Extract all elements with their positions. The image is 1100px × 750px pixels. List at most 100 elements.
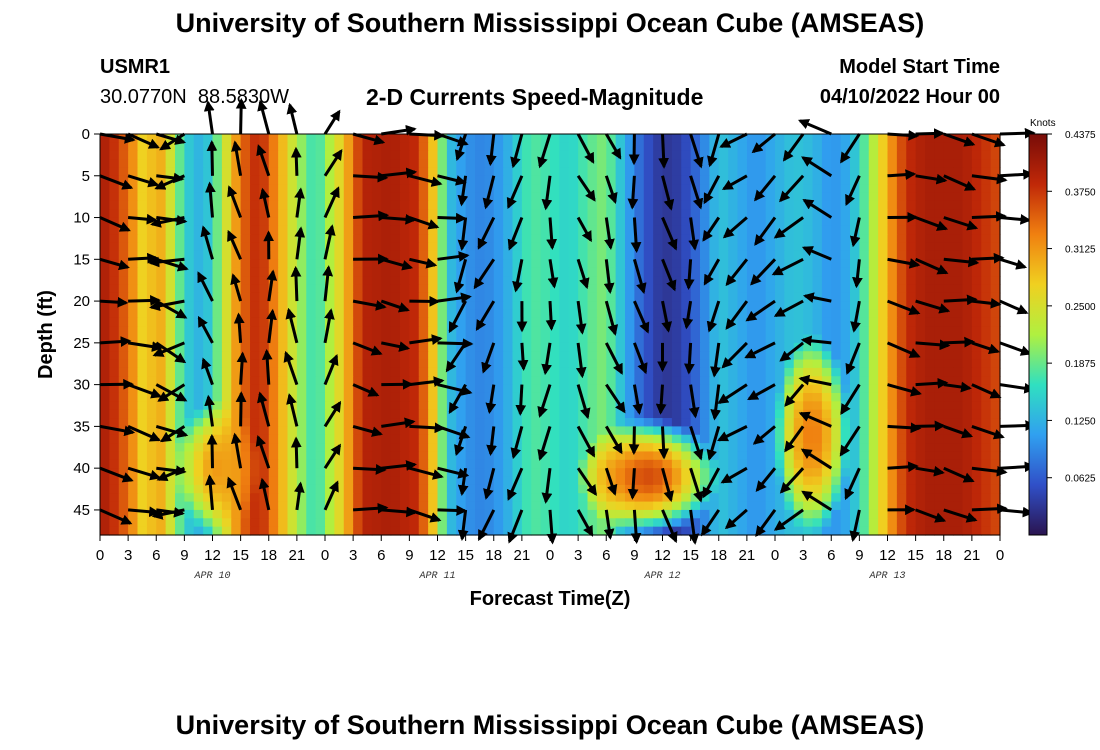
heatmap-cell xyxy=(634,484,645,494)
heatmap-cell xyxy=(259,384,270,394)
current-vector-arrow xyxy=(485,384,497,415)
heatmap-cell xyxy=(531,276,542,285)
heatmap-cell xyxy=(353,376,364,386)
heatmap-cell xyxy=(971,342,982,352)
heatmap-cell xyxy=(221,150,232,160)
heatmap-cell xyxy=(250,225,260,235)
heatmap-cell xyxy=(278,484,289,494)
heatmap-cell xyxy=(193,242,204,252)
heatmap-cell xyxy=(287,509,298,519)
heatmap-cell xyxy=(259,267,270,277)
heatmap-cell xyxy=(503,326,514,336)
heatmap-cell xyxy=(390,175,401,185)
heatmap-cell xyxy=(625,259,635,269)
heatmap-cell xyxy=(381,159,392,169)
heatmap-cell xyxy=(146,476,157,486)
current-vector-arrow xyxy=(437,292,472,304)
current-vector-arrow xyxy=(231,140,243,177)
current-vector-arrow xyxy=(517,342,529,371)
heatmap-cell xyxy=(381,276,392,285)
heatmap-cell xyxy=(550,209,560,219)
heatmap-cell xyxy=(353,443,364,453)
heatmap-cell xyxy=(568,292,579,302)
heatmap-cell xyxy=(371,309,382,319)
heatmap-cell xyxy=(812,468,823,478)
heatmap-cell xyxy=(109,159,120,169)
heatmap-cell xyxy=(503,142,514,152)
heatmap-cell xyxy=(371,184,382,194)
heatmap-cell xyxy=(128,150,139,160)
heatmap-cell xyxy=(681,184,692,194)
current-vector-arrow xyxy=(99,174,134,190)
heatmap-cell xyxy=(550,184,560,194)
heatmap-cell xyxy=(465,225,476,235)
heatmap-cell xyxy=(850,501,860,511)
heatmap-cell xyxy=(465,142,476,152)
heatmap-cell xyxy=(175,359,185,369)
heatmap-cell xyxy=(212,359,223,369)
heatmap-cell xyxy=(400,493,410,503)
heatmap-cell xyxy=(559,292,570,302)
heatmap-cell xyxy=(718,518,729,528)
heatmap-cell xyxy=(756,200,767,210)
current-vector-arrow xyxy=(689,133,704,169)
heatmap-cell xyxy=(109,509,120,519)
heatmap-cell xyxy=(540,250,551,260)
heatmap-cell xyxy=(343,367,354,377)
current-vector-arrow xyxy=(943,424,974,439)
heatmap-cell xyxy=(728,309,739,319)
heatmap-cell xyxy=(137,167,148,177)
heatmap-cell xyxy=(540,443,551,453)
heatmap-cell xyxy=(709,526,720,536)
heatmap-cell xyxy=(306,468,317,478)
heatmap-cell xyxy=(746,167,757,177)
heatmap-cell xyxy=(718,459,729,469)
heatmap-cell xyxy=(653,284,664,294)
heatmap-cell xyxy=(915,392,926,402)
heatmap-cell xyxy=(812,250,823,260)
heatmap-cell xyxy=(109,167,120,177)
heatmap-cell xyxy=(278,142,289,152)
heatmap-cell xyxy=(596,175,607,185)
heatmap-cell xyxy=(559,509,570,519)
heatmap-cell xyxy=(128,509,139,519)
heatmap-cell xyxy=(521,434,532,444)
current-vector-arrow xyxy=(323,148,343,177)
heatmap-cell xyxy=(756,367,767,377)
heatmap-cell xyxy=(390,209,401,219)
heatmap-cell xyxy=(887,175,898,185)
heatmap-cell xyxy=(559,426,570,436)
heatmap-cell xyxy=(840,184,851,194)
heatmap-cell xyxy=(212,468,223,478)
heatmap-cell xyxy=(850,509,860,519)
heatmap-cell xyxy=(653,326,664,336)
heatmap-cell xyxy=(465,167,476,177)
heatmap-cell xyxy=(953,367,964,377)
heatmap-cell xyxy=(671,284,682,294)
heatmap-cell xyxy=(615,159,626,169)
current-vector-arrow xyxy=(475,300,496,332)
heatmap-cell xyxy=(212,192,223,202)
heatmap-cell xyxy=(268,526,279,536)
heatmap-cell xyxy=(240,267,251,277)
heatmap-cell xyxy=(437,476,448,486)
heatmap-cell xyxy=(193,209,204,219)
heatmap-cell xyxy=(231,301,242,311)
heatmap-cell xyxy=(934,401,945,411)
heatmap-cell xyxy=(315,317,326,327)
current-vector-arrow xyxy=(437,212,467,224)
heatmap-cell xyxy=(503,451,514,461)
heatmap-cell xyxy=(109,351,120,361)
heatmap-cell xyxy=(437,142,448,152)
heatmap-cell xyxy=(643,284,654,294)
heatmap-cell xyxy=(362,142,373,152)
heatmap-cell xyxy=(793,451,804,461)
heatmap-cell xyxy=(409,367,420,377)
heatmap-cell xyxy=(728,418,739,427)
heatmap-cell xyxy=(540,301,551,311)
heatmap-cell xyxy=(868,309,879,319)
heatmap-cell xyxy=(278,326,289,336)
current-vector-arrow xyxy=(261,348,273,385)
heatmap-cell xyxy=(896,142,907,152)
heatmap-cell xyxy=(606,175,617,185)
